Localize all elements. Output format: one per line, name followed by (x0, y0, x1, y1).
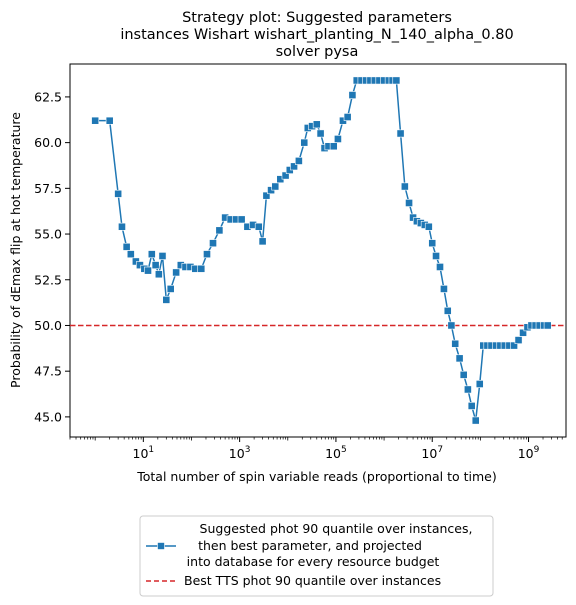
series-layer (91, 76, 552, 425)
data-point (396, 129, 405, 138)
data-point (440, 284, 448, 293)
plot-area (69, 63, 567, 438)
legend: Suggested phot 90 quantile over instance… (139, 515, 494, 597)
y-axis-label: Probability of dEmax flip at hot tempera… (8, 112, 23, 388)
data-point (329, 142, 338, 151)
y-tick-label: 50.0 (34, 318, 62, 333)
data-point (436, 263, 444, 271)
data-point (144, 266, 152, 275)
data-point (197, 264, 206, 273)
data-point (166, 284, 175, 293)
data-point (203, 250, 211, 259)
x-axis: 101 103 105 107 109 (69, 437, 563, 461)
data-point (312, 120, 321, 129)
data-point (428, 239, 437, 248)
data-point (514, 336, 523, 344)
title-line-1: Strategy plot: Suggested parameters (182, 10, 452, 26)
chart-title: Strategy plot: Suggested parameters inst… (120, 10, 513, 60)
data-point (424, 222, 433, 231)
data-point (271, 182, 280, 191)
data-point (451, 339, 460, 348)
data-point (158, 252, 167, 260)
legend-series-label-line-2: then best parameter, and projected (198, 538, 422, 553)
data-point (151, 261, 160, 270)
data-point (455, 354, 464, 363)
x-axis-label: Total number of spin variable reads (pro… (136, 469, 497, 484)
data-point (172, 268, 181, 277)
data-point (432, 252, 440, 260)
data-point (237, 215, 246, 224)
data-point (154, 270, 163, 279)
data-point (147, 250, 156, 259)
data-point (334, 135, 342, 143)
data-point (215, 226, 224, 235)
y-tick-label: 57.5 (34, 181, 62, 196)
data-point (122, 242, 131, 251)
y-tick-label: 62.5 (34, 89, 62, 104)
legend-reference-label: Best TTS phot 90 quantile over instances (184, 573, 441, 588)
title-line-2: instances Wishart wishart_planting_N_140… (120, 27, 513, 43)
data-point (405, 199, 413, 207)
x-tick-label: 105 (325, 445, 347, 461)
x-tick-label: 103 (229, 445, 251, 461)
data-point (114, 189, 123, 198)
data-point (126, 250, 135, 259)
data-point (475, 380, 484, 388)
x-tick-label: 109 (518, 445, 540, 461)
data-point (519, 328, 527, 337)
data-point (258, 237, 267, 246)
data-point (262, 191, 271, 200)
data-point (392, 76, 401, 85)
data-point (162, 295, 171, 304)
data-point (290, 162, 298, 171)
data-point (105, 116, 114, 125)
data-point (447, 321, 456, 330)
data-point (118, 222, 126, 231)
data-point (510, 341, 518, 350)
data-point (300, 138, 309, 147)
data-point (400, 182, 409, 191)
y-tick-label: 55.0 (34, 227, 62, 242)
data-point (543, 321, 552, 330)
legend-series-label-line-3: into database for every resource budget (187, 554, 440, 569)
data-point (467, 402, 476, 410)
legend-series-marker-sample (157, 542, 165, 550)
data-point (443, 306, 452, 315)
data-point (471, 416, 480, 425)
legend-frame (139, 515, 494, 597)
data-point (463, 385, 472, 394)
data-point (348, 91, 357, 99)
y-tick-label: 45.0 (34, 409, 62, 424)
x-tick-label: 107 (421, 445, 443, 461)
y-axis: 45.0 47.5 50.0 52.5 55.0 57.5 60.0 62.5 (34, 89, 70, 424)
title-line-3: solver pysa (276, 44, 359, 60)
data-point (281, 171, 290, 180)
data-point (294, 157, 303, 165)
plot-frame (69, 63, 567, 438)
data-point (316, 129, 325, 138)
data-point (209, 239, 217, 248)
data-point (91, 116, 100, 125)
y-tick-label: 47.5 (34, 364, 62, 379)
y-tick-label: 60.0 (34, 135, 62, 150)
data-point (459, 370, 468, 379)
data-point (343, 113, 352, 121)
x-tick-label: 101 (133, 445, 155, 461)
data-point (254, 222, 263, 231)
y-tick-label: 52.5 (34, 272, 62, 287)
legend-series-label-line-1: Suggested phot 90 quantile over instance… (200, 521, 473, 536)
